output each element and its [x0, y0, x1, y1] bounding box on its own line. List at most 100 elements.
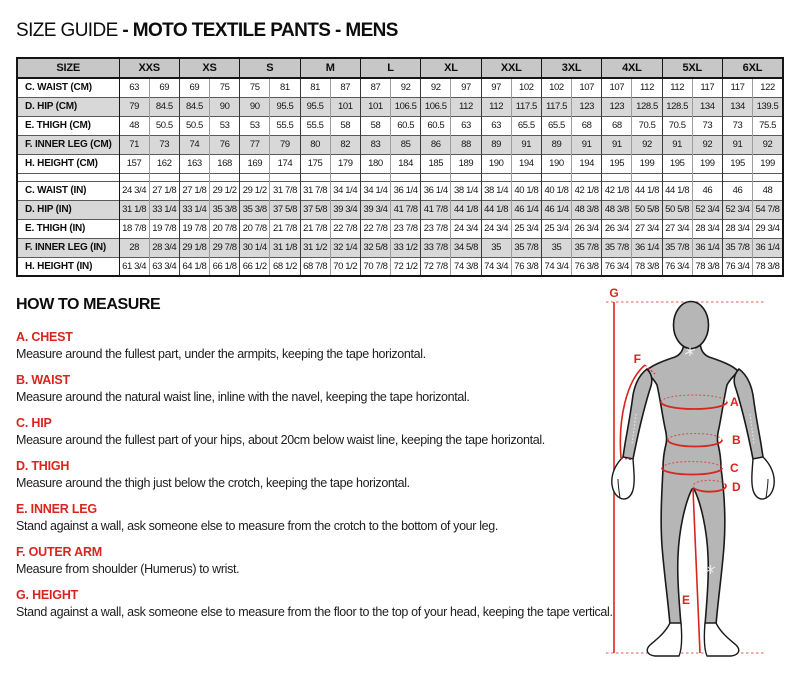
size-value-cell: 63: [450, 115, 482, 135]
separator-cell: [269, 172, 301, 181]
size-value-cell: 97: [480, 77, 512, 97]
size-value-cell: 134: [691, 96, 723, 116]
size-value-cell: 92: [390, 77, 421, 97]
measurement-row-label: H. HEIGHT (CM): [17, 153, 120, 173]
feet: [646, 622, 740, 657]
size-value-cell: 79: [119, 96, 150, 116]
size-value-cell: 92: [631, 134, 663, 154]
chest-measure-ellipse-back: [660, 394, 728, 403]
size-value-cell: 73: [721, 115, 753, 135]
measure-item-label: A. CHEST: [16, 330, 73, 344]
size-value-cell: 78 3/8: [631, 256, 663, 276]
size-value-cell: 48: [119, 115, 150, 135]
size-value-cell: 21 7/8: [299, 218, 331, 238]
size-value-cell: 185: [420, 153, 451, 173]
size-value-cell: 71: [119, 134, 150, 154]
size-value-cell: 34 5/8: [450, 237, 482, 257]
how-to-measure-section: HOW TO MEASURE A. CHEST Measure around th…: [16, 296, 613, 631]
thigh-measure-arc: [693, 483, 727, 493]
size-column-header: XXS: [118, 58, 180, 79]
size-value-cell: 87: [329, 77, 361, 97]
size-value-cell: 190: [480, 153, 512, 173]
size-value-cell: 61 3/4: [119, 256, 150, 276]
size-value-cell: 29 1/2: [239, 180, 270, 200]
page-title-bold: - MOTO TEXTILE PANTS - MENS: [122, 20, 398, 41]
size-value-cell: 102: [540, 77, 572, 97]
size-value-cell: 66 1/8: [209, 256, 240, 276]
right-forearm-logo-icon: [749, 413, 755, 445]
size-column-header: M: [299, 58, 361, 79]
size-value-cell: 91: [601, 134, 632, 154]
size-value-cell: 42 1/8: [571, 180, 602, 200]
size-table-row: H. HEIGHT (CM) 157 162 163 168 169 174 175 179 18…: [17, 153, 783, 173]
size-value-cell: 101: [359, 96, 391, 116]
size-value-cell: 195: [601, 153, 632, 173]
size-value-cell: 40 1/8: [510, 180, 542, 200]
size-value-cell: 38 1/4: [480, 180, 512, 200]
size-value-cell: 23 7/8: [390, 218, 421, 238]
measure-item: F. OUTER ARM Measure from shoulder (Humer…: [16, 545, 594, 576]
size-value-cell: 175: [299, 153, 331, 173]
size-value-cell: 63: [119, 77, 150, 97]
separator-cell: [209, 172, 240, 181]
size-value-cell: 36 1/4: [390, 180, 421, 200]
size-value-cell: 128.5: [631, 96, 663, 116]
size-value-cell: 76 3/4: [661, 256, 693, 276]
size-value-cell: 32 1/4: [329, 237, 361, 257]
size-value-cell: 50 5/8: [631, 199, 663, 219]
size-value-cell: 36 1/4: [420, 180, 451, 200]
size-value-cell: 46: [721, 180, 753, 200]
size-value-cell: 75: [209, 77, 240, 97]
size-value-cell: 36 1/4: [631, 237, 663, 257]
size-value-cell: 91: [721, 134, 753, 154]
size-value-cell: 195: [721, 153, 753, 173]
size-table-row: E. THIGH (IN) 18 7/8 19 7/8 19 7/8 20 7/8 20 …: [17, 218, 783, 238]
size-value-cell: 21 7/8: [269, 218, 301, 238]
separator-cell: [119, 172, 150, 181]
size-value-cell: 22 7/8: [329, 218, 361, 238]
size-value-cell: 139.5: [752, 96, 783, 116]
size-value-cell: 35 3/8: [239, 199, 270, 219]
separator-cell: [752, 172, 783, 181]
diagram-label-waist: B: [732, 433, 741, 447]
size-value-cell: 95.5: [299, 96, 331, 116]
size-value-cell: 25 3/4: [540, 218, 572, 238]
size-value-cell: 44 1/8: [450, 199, 482, 219]
size-value-cell: 40 1/8: [540, 180, 572, 200]
body-measurement-diagram: A B C D E F G: [606, 286, 775, 657]
size-value-cell: 76 3/8: [510, 256, 542, 276]
measure-item: C. HIP Measure around the fullest part of…: [16, 416, 594, 447]
chest-logo-icon: [684, 347, 696, 356]
size-value-cell: 106.5: [420, 96, 451, 116]
size-value-cell: 199: [752, 153, 783, 173]
size-value-cell: 31 1/2: [299, 237, 331, 257]
size-value-cell: 39 3/4: [329, 199, 361, 219]
size-value-cell: 179: [329, 153, 361, 173]
size-value-cell: 52 3/4: [691, 199, 723, 219]
size-value-cell: 95.5: [269, 96, 301, 116]
size-value-cell: 29 7/8: [209, 237, 240, 257]
size-value-cell: 63: [480, 115, 512, 135]
size-value-cell: 74 3/4: [540, 256, 572, 276]
measure-item-label: F. OUTER ARM: [16, 545, 103, 559]
size-value-cell: 90: [209, 96, 240, 116]
size-value-cell: 34 1/4: [359, 180, 391, 200]
size-value-cell: 72 1/2: [390, 256, 421, 276]
outer-arm-measure-line: [619, 364, 646, 459]
size-value-cell: 24 3/4: [450, 218, 482, 238]
size-value-cell: 33 1/4: [148, 199, 180, 219]
size-value-cell: 24 3/4: [119, 180, 150, 200]
size-value-cell: 35 3/8: [209, 199, 240, 219]
hip-measure-ellipse: [661, 467, 723, 476]
size-value-cell: 33 1/4: [178, 199, 210, 219]
measure-item: D. THIGH Measure around the thigh just be…: [16, 459, 594, 490]
size-value-cell: 34 1/4: [329, 180, 361, 200]
size-value-cell: 83: [359, 134, 391, 154]
size-value-cell: 75.5: [752, 115, 783, 135]
size-value-cell: 199: [691, 153, 723, 173]
size-value-cell: 55.5: [299, 115, 331, 135]
size-value-cell: 29 1/8: [178, 237, 210, 257]
waist-measure-ellipse-back: [667, 432, 723, 441]
size-value-cell: 37 5/8: [269, 199, 301, 219]
size-value-cell: 31 1/8: [269, 237, 301, 257]
